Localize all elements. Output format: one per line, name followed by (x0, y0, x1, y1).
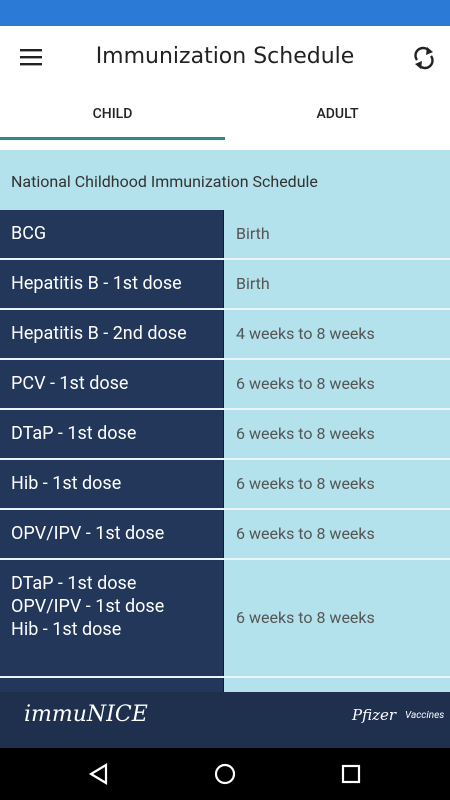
vaccine-name: DTaP - 1st dose (11, 573, 137, 594)
schedule-table: BCG Birth Hepatitis B - 1st dose Birth Hepat… (0, 210, 450, 692)
vaccine-cell: Hepatitis B - 2nd dose (0, 310, 224, 358)
back-button[interactable] (88, 763, 108, 785)
table-caption: National Childhood Immunization Schedule (11, 172, 318, 191)
vaccine-name: OPV/IPV - 1st dose (11, 523, 165, 544)
vaccine-name: PCV - 1st dose (11, 373, 129, 394)
schedule-row: DTaP - 1st dose 6 weeks to 8 weeks (0, 410, 450, 460)
refresh-button[interactable] (412, 45, 436, 71)
sponsor-unit: Vaccines (405, 710, 445, 721)
vaccine-cell: BCG (0, 210, 224, 258)
age-cell: 4 weeks to 8 weeks (236, 324, 375, 343)
navigation-bar (0, 748, 450, 800)
age-cell: Birth (236, 274, 270, 293)
vaccine-cell: Hib - 1st dose (0, 460, 224, 508)
age-cell: 6 weeks to 8 weeks (236, 474, 375, 493)
vaccine-cell: DTaP - 1st dose OPV/IPV - 1st dose Hib - 1… (0, 560, 224, 676)
vaccine-name: Hepatitis B - 2nd dose (11, 323, 187, 344)
vaccine-name: Hib - 1st dose (11, 619, 122, 640)
vaccine-name: OPV/IPV - 1st dose (11, 596, 165, 617)
vaccine-cell: PCV - 1st dose (0, 360, 224, 408)
vaccine-cell: OPV/IPV - 1st dose (0, 510, 224, 558)
screen-title: Immunization Schedule (95, 44, 355, 69)
tab-bar: CHILD ADULT (0, 90, 450, 140)
age-cell: 6 weeks to 8 weeks (236, 424, 375, 443)
schedule-row: DTaP - 1st dose OPV/IPV - 1st dose Hib - 1… (0, 560, 450, 678)
schedule-row: PCV - 1st dose 6 weeks to 8 weeks (0, 360, 450, 410)
vaccine-cell: Hepatitis B - 1st dose (0, 260, 224, 308)
schedule-row: Hepatitis B - 2nd dose 4 weeks to 8 weeks (0, 310, 450, 360)
vaccine-name: DTaP - 1st dose (11, 423, 137, 444)
brand-logo: immuNICE (24, 702, 148, 727)
recents-button[interactable] (341, 764, 361, 784)
menu-button[interactable] (20, 48, 42, 66)
vaccine-name: Hib - 1st dose (11, 473, 122, 494)
sponsor-logo: Pfizer (352, 706, 397, 724)
status-bar (0, 0, 450, 26)
tab-adult[interactable]: ADULT (316, 106, 359, 122)
age-cell: 6 weeks to 8 weeks (236, 524, 375, 543)
age-cell: Birth (236, 224, 270, 243)
age-cell: 6 weeks to 8 weeks (236, 374, 375, 393)
footer: immuNICE Pfizer Vaccines (0, 692, 450, 748)
schedule-row: Hib - 1st dose 6 weeks to 8 weeks (0, 460, 450, 510)
app-bar: Immunization Schedule (0, 26, 450, 90)
schedule-row: Hepatitis B - 1st dose Birth (0, 260, 450, 310)
vaccine-cell (0, 678, 224, 692)
vaccine-name: BCG (11, 223, 47, 244)
tab-child[interactable]: CHILD (0, 90, 225, 140)
vaccine-name: Hepatitis B - 1st dose (11, 273, 182, 294)
schedule-content: National Childhood Immunization Schedule… (0, 150, 450, 692)
age-cell: 6 weeks to 8 weeks (236, 608, 375, 627)
vaccine-cell: DTaP - 1st dose (0, 410, 224, 458)
schedule-row: BCG Birth (0, 210, 450, 260)
schedule-row: OPV/IPV - 1st dose 6 weeks to 8 weeks (0, 510, 450, 560)
schedule-row-partial (0, 678, 450, 692)
home-button[interactable] (214, 763, 236, 785)
